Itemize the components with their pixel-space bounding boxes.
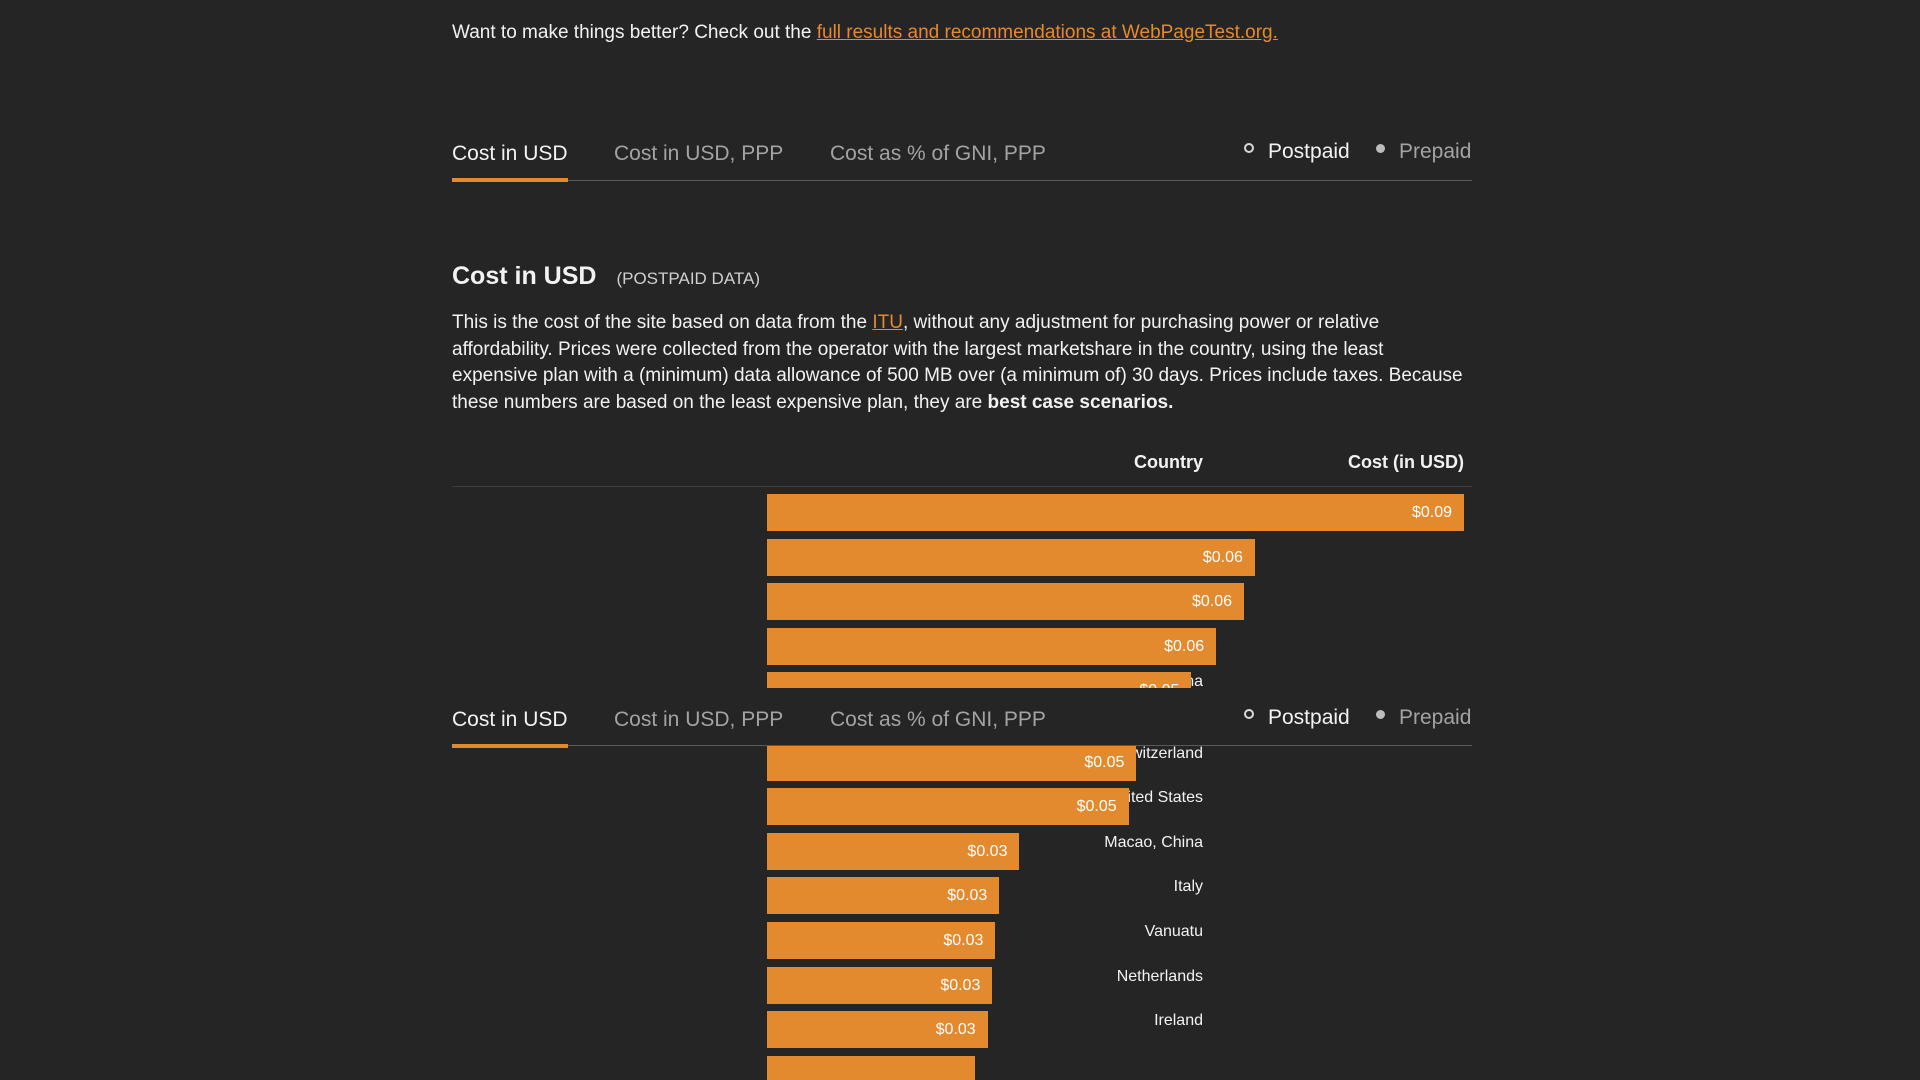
radio-prepaid[interactable]: Prepaid	[1376, 140, 1471, 164]
cost-bar: $0.05	[767, 745, 1137, 781]
chart-viewport-upper[interactable]: Canada$0.09Japan$0.06Brazil$0.06Germany$…	[452, 488, 1472, 696]
cost-value-label: $0.03	[967, 842, 1008, 860]
country-label: Italy	[1173, 878, 1203, 896]
radio-postpaid-label: Postpaid	[1268, 140, 1350, 163]
chart-viewport-lower[interactable]: Canada$0.09Japan$0.06Brazil$0.06Germany$…	[452, 745, 1472, 1080]
sticky-tab-cost-usd[interactable]: Cost in USD	[452, 708, 568, 748]
radio-selected-icon	[1244, 143, 1254, 153]
intro-text: Want to make things better? Check out th…	[452, 22, 1472, 44]
cost-value-label: $0.05	[1084, 753, 1125, 771]
sticky-radio-postpaid-label: Postpaid	[1268, 706, 1350, 729]
chart-row: Brazil$0.06	[452, 577, 1472, 622]
radio-unselected-icon	[1376, 143, 1385, 153]
tab-cost-usd[interactable]: Cost in USD	[452, 142, 568, 182]
cost-value-label: $0.05	[1076, 798, 1117, 816]
desc-part-2: , without any adjustment for purchasing …	[452, 312, 1463, 413]
country-label: Macao, China	[1104, 833, 1203, 851]
cost-value-label: $0.03	[943, 932, 984, 949]
section-subtitle: (POSTPAID DATA)	[616, 269, 761, 288]
radio-prepaid-label: Prepaid	[1399, 140, 1472, 163]
radio-unselected-icon	[1376, 709, 1385, 719]
sticky-tab-cost-usd-ppp[interactable]: Cost in USD, PPP	[614, 708, 784, 731]
country-label: Switzerland	[1120, 745, 1203, 762]
column-header-cost: Cost (in USD)	[1348, 452, 1464, 472]
cost-bar: $0.09	[767, 494, 1464, 531]
chart-row: United States $0.05	[452, 782, 1472, 827]
cost-bar	[767, 1055, 975, 1080]
cost-bar: $0.03	[767, 966, 993, 1004]
section-description: This is the cost of the site based on da…	[452, 310, 1472, 416]
webpagetest-results-link[interactable]: full results and recommendations at WebP…	[816, 22, 1278, 43]
sticky-radio-postpaid[interactable]: Postpaid	[1244, 706, 1350, 730]
tab-cost-gni-ppp[interactable]: Cost as % of GNI, PPP	[830, 142, 1046, 165]
tab-cost-usd-ppp[interactable]: Cost in USD, PPP	[614, 142, 784, 165]
cost-bar: $0.06	[767, 538, 1255, 576]
cost-bar: $0.06	[767, 583, 1245, 621]
sticky-metric-tab-bar: Cost in USD Cost in USD, PPP Cost as % o…	[452, 688, 1472, 748]
cost-bar: $0.05	[767, 788, 1129, 826]
chart-row: Vanuatu $0.03	[452, 916, 1472, 961]
chart-row: Macao, China $0.03	[452, 827, 1472, 872]
chart-row: Japan$0.06	[452, 533, 1472, 578]
sticky-tab-cost-gni-ppp[interactable]: Cost as % of GNI, PPP	[830, 708, 1046, 731]
chart-row: Germany$0.06	[452, 622, 1472, 667]
cost-bar: $0.03	[767, 877, 1000, 915]
chart-row: Italy $0.03	[452, 871, 1472, 916]
chart-row: Canada$0.09	[452, 488, 1472, 533]
desc-part-1: This is the cost of the site based on da…	[452, 312, 873, 333]
country-label: Netherlands	[1116, 967, 1203, 985]
chart-row	[452, 1050, 1472, 1080]
cost-bar: $0.03	[767, 922, 996, 959]
sticky-radio-prepaid-label: Prepaid	[1399, 706, 1472, 729]
section-title: Cost in USD	[452, 262, 597, 290]
cost-value-label: $0.06	[1164, 637, 1205, 655]
cost-value-label: $0.06	[1192, 593, 1233, 611]
column-header-country: Country	[1134, 452, 1203, 472]
cost-value-label: $0.09	[1411, 504, 1452, 521]
chart-header: Country Cost (in USD)	[452, 448, 1472, 487]
sticky-radio-prepaid[interactable]: Prepaid	[1376, 706, 1471, 730]
intro-sentence: Want to make things better? Check out th…	[452, 22, 817, 43]
cost-bar: $0.03	[767, 832, 1020, 870]
radio-postpaid[interactable]: Postpaid	[1244, 140, 1350, 164]
metric-tab-bar: Cost in USD Cost in USD, PPP Cost as % o…	[452, 122, 1472, 182]
cost-bar: $0.06	[767, 627, 1217, 665]
country-label: Ireland	[1154, 1012, 1203, 1030]
chart-row: Switzerland $0.05	[452, 745, 1472, 782]
cost-bar: $0.03	[767, 1011, 988, 1049]
desc-bold: best case scenarios.	[987, 391, 1174, 413]
cost-value-label: $0.03	[947, 887, 988, 905]
radio-selected-icon	[1244, 709, 1254, 719]
country-label: Vanuatu	[1144, 923, 1203, 940]
cost-value-label: $0.06	[1202, 548, 1243, 566]
chart-row: Ireland $0.03	[452, 1005, 1472, 1050]
itu-link[interactable]: ITU	[872, 312, 903, 333]
cost-value-label: $0.03	[940, 976, 981, 994]
section-heading: Cost in USD (POSTPAID DATA)	[452, 262, 1472, 291]
cost-value-label: $0.03	[935, 1021, 976, 1039]
chart-row: Netherlands $0.03	[452, 961, 1472, 1006]
country-label: United States	[1106, 789, 1203, 807]
